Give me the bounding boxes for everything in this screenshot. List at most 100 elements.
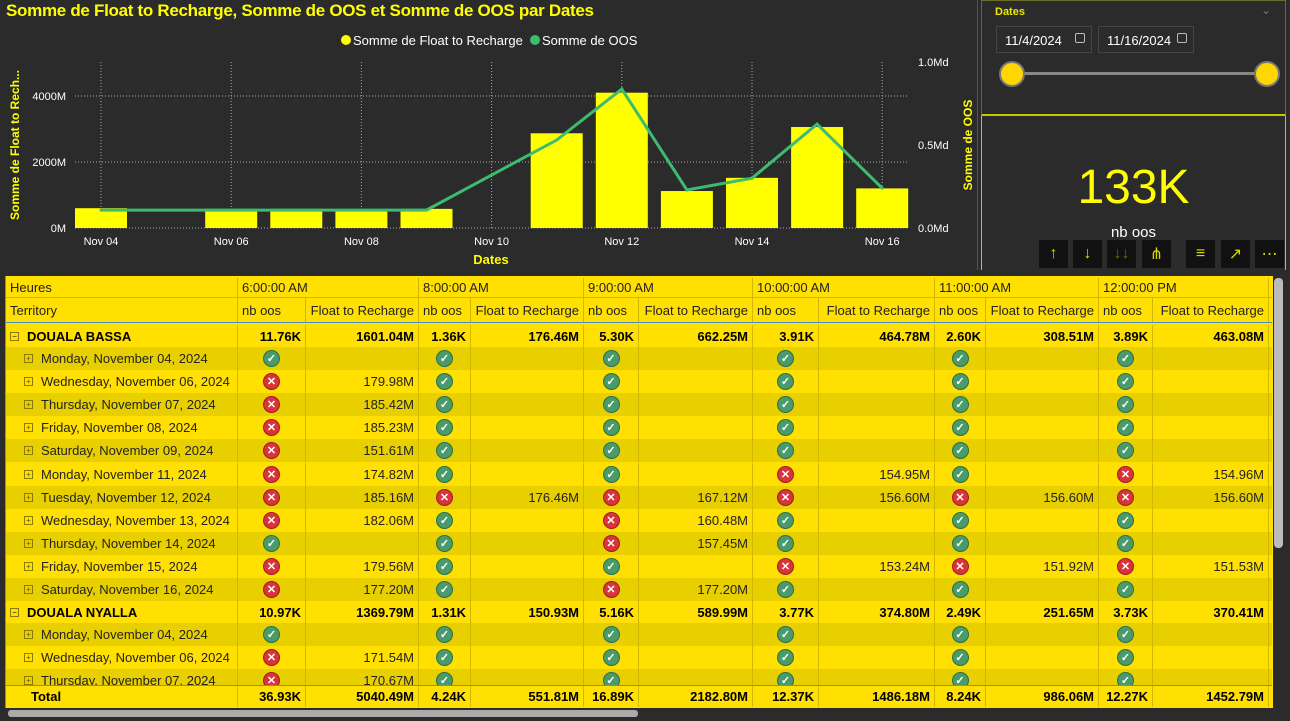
expand-icon[interactable]: +: [24, 400, 33, 410]
float-value: [639, 669, 753, 693]
expand-icon[interactable]: +: [24, 585, 33, 595]
column-header-hour[interactable]: 11:00:00 AM: [935, 278, 1099, 297]
column-header-territory[interactable]: Territory: [6, 298, 238, 322]
check-circle-icon: ✓: [436, 465, 453, 483]
collapse-icon[interactable]: −: [10, 331, 19, 341]
filter-icon[interactable]: ≡: [1186, 240, 1215, 268]
expand-icon[interactable]: +: [24, 561, 33, 571]
date-row[interactable]: + Thursday, November 14, 2024 ✓ ✓ ✕ 157.45M ✓ ✓…: [6, 531, 1272, 555]
column-header-nb-oos[interactable]: nb oos: [1099, 298, 1153, 322]
expand-icon[interactable]: +: [24, 354, 33, 364]
column-header-nb-oos[interactable]: nb oos: [238, 298, 306, 322]
column-header-float[interactable]: Float to Recharge: [471, 298, 584, 322]
start-date-input[interactable]: 11/4/2024: [996, 26, 1092, 53]
nb-oos-value: 3.77K: [753, 601, 819, 624]
date-row[interactable]: + Wednesday, November 06, 2024 ✕ 179.98M ✓ ✓ ✓…: [6, 370, 1272, 394]
expand-icon[interactable]: +: [24, 446, 33, 456]
end-date-input[interactable]: 11/16/2024: [1098, 26, 1194, 53]
status-cell: ✓: [935, 531, 986, 555]
float-value: 156.60M: [986, 485, 1099, 509]
combo-chart[interactable]: Somme de Float to Recharge, Somme de OOS…: [0, 0, 978, 270]
column-header-float[interactable]: Float to Recharge: [639, 298, 753, 322]
column-header-hour[interactable]: 12:00:00 PM: [1099, 278, 1269, 297]
more-options-icon[interactable]: ⋯: [1255, 240, 1284, 268]
date-slicer[interactable]: Dates ⌄ 11/4/2024 11/16/2024: [981, 0, 1286, 116]
column-header-nb-oos[interactable]: nb oos: [935, 298, 986, 322]
float-value: [471, 578, 584, 602]
date-row[interactable]: + Tuesday, November 12, 2024 ✕ 185.16M ✕ 176.…: [6, 485, 1272, 509]
focus-mode-icon[interactable]: ↗: [1221, 240, 1250, 268]
expand-icon[interactable]: +: [24, 377, 33, 387]
double-arrow-down-icon[interactable]: ↓↓: [1107, 240, 1136, 268]
float-value: [819, 508, 935, 532]
date-row[interactable]: + Friday, November 15, 2024 ✕ 179.56M ✓ ✓ ✕ 153…: [6, 554, 1272, 578]
date-row[interactable]: + Saturday, November 09, 2024 ✕ 151.61M ✓ ✓ ✓ ✓…: [6, 439, 1272, 463]
status-cell: ✕: [753, 462, 819, 486]
date-row[interactable]: + Thursday, November 07, 2024 ✕ 185.42M ✓ ✓ ✓ ✓…: [6, 393, 1272, 417]
vertical-scrollbar[interactable]: [1274, 278, 1283, 548]
expand-icon[interactable]: +: [24, 515, 33, 525]
date-row[interactable]: + Monday, November 11, 2024 ✕ 174.82M ✓ ✓ ✕ 154…: [6, 462, 1272, 486]
date-label: + Friday, November 08, 2024: [6, 416, 238, 440]
column-header-hour[interactable]: 6:00:00 AM: [238, 278, 419, 297]
territory-row[interactable]: − DOUALA NYALLA 10.97K 1369.79M 1.31K 150.93M…: [6, 601, 1272, 624]
check-circle-icon: ✓: [1117, 350, 1134, 368]
expand-hierarchy-icon[interactable]: ⋔: [1142, 240, 1171, 268]
arrow-down-icon[interactable]: ↓: [1073, 240, 1102, 268]
arrow-up-icon[interactable]: ↑: [1039, 240, 1068, 268]
date-row[interactable]: + Wednesday, November 13, 2024 ✕ 182.06M ✓ ✕ 1…: [6, 508, 1272, 532]
float-value: 153.24M: [819, 554, 935, 578]
x-circle-icon: ✕: [1117, 488, 1134, 506]
column-header-float[interactable]: Float to Recharge: [986, 298, 1099, 322]
expand-icon[interactable]: +: [24, 492, 33, 502]
status-cell: ✕: [935, 485, 986, 509]
start-date-value: 11/4/2024: [1005, 33, 1062, 48]
expand-icon[interactable]: +: [24, 653, 33, 663]
column-header-hour[interactable]: 10:00:00 AM: [753, 278, 935, 297]
total-row[interactable]: Total 36.93K 5040.49M 4.24K 551.81M 16.89K 218…: [6, 685, 1272, 707]
calendar-icon[interactable]: [1177, 33, 1187, 43]
slider-handle-start[interactable]: [999, 61, 1025, 87]
calendar-icon[interactable]: [1075, 33, 1085, 43]
bar-nov-15: [791, 127, 844, 228]
kpi-value: 133K: [1077, 161, 1190, 214]
territory-label: − DOUALA NYALLA: [6, 601, 238, 624]
x-circle-icon: ✕: [1117, 465, 1134, 483]
slider-handle-end[interactable]: [1254, 61, 1280, 87]
expand-icon[interactable]: +: [24, 469, 33, 479]
row-label: Tuesday, November 12, 2024: [41, 489, 211, 505]
expand-icon[interactable]: +: [24, 423, 33, 433]
x-circle-icon: ✕: [951, 488, 969, 506]
collapse-icon[interactable]: −: [10, 607, 19, 617]
column-header-hour[interactable]: 8:00:00 AM: [419, 278, 584, 297]
date-row[interactable]: + Saturday, November 16, 2024 ✕ 177.20M ✓ ✕ 17…: [6, 578, 1272, 602]
expand-icon[interactable]: +: [24, 630, 33, 640]
date-row[interactable]: + Monday, November 04, 2024 ✓ ✓ ✓ ✓ ✓ ✓: [6, 623, 1272, 647]
check-circle-icon: ✓: [1117, 373, 1134, 391]
legend-marker-oos: [530, 35, 540, 45]
row-label: Saturday, November 16, 2024: [41, 582, 214, 598]
horizontal-scrollbar[interactable]: [8, 710, 638, 717]
column-header-float[interactable]: Float to Recharge: [306, 298, 419, 322]
float-value: [986, 508, 1099, 532]
column-header-float[interactable]: Float to Recharge: [819, 298, 935, 322]
column-header-nb-oos[interactable]: nb oos: [753, 298, 819, 322]
date-row[interactable]: + Friday, November 08, 2024 ✕ 185.23M ✓ ✓ ✓ ✓ ✓: [6, 416, 1272, 440]
check-circle-icon: ✓: [951, 465, 969, 483]
expand-icon[interactable]: +: [24, 538, 33, 548]
check-circle-icon: ✓: [951, 626, 969, 644]
territory-row[interactable]: − DOUALA BASSA 11.76K 1601.04M 1.36K 176.46M 5…: [6, 325, 1272, 347]
header-row-measures[interactable]: Territory nb oos Float to Recharge nb oos Fl…: [6, 298, 1272, 323]
date-row[interactable]: + Monday, November 04, 2024 ✓ ✓ ✓ ✓ ✓ ✓: [6, 347, 1272, 371]
slider-track[interactable]: [1012, 72, 1267, 75]
header-row-hours[interactable]: Heures 6:00:00 AM 8:00:00 AM 9:00:00 AM 10:0…: [6, 278, 1272, 298]
column-header-nb-oos[interactable]: nb oos: [584, 298, 639, 322]
column-header-hour[interactable]: 9:00:00 AM: [584, 278, 753, 297]
expand-icon[interactable]: +: [24, 676, 33, 686]
column-header-float[interactable]: Float to Recharge: [1153, 298, 1269, 322]
date-row[interactable]: + Wednesday, November 06, 2024 ✕ 171.54M ✓ ✓ ✓…: [6, 646, 1272, 670]
matrix-table[interactable]: Heures 6:00:00 AM 8:00:00 AM 9:00:00 AM 10:0…: [5, 276, 1273, 708]
chevron-down-icon[interactable]: ⌄: [1260, 3, 1271, 17]
column-header-nb-oos[interactable]: nb oos: [419, 298, 471, 322]
check-circle-icon: ✓: [436, 534, 453, 552]
